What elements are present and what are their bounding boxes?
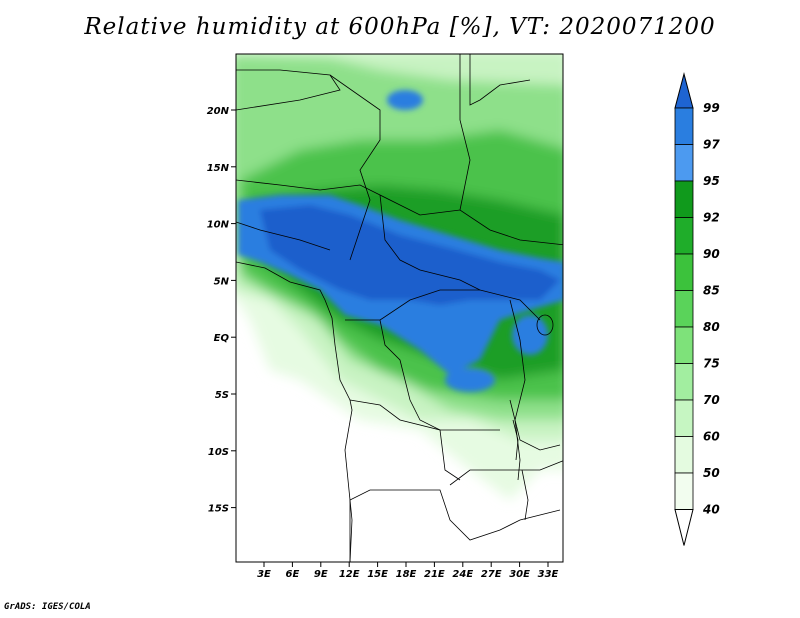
colorbar-segment	[674, 180, 694, 218]
colorbar-bottom-arrow	[674, 509, 694, 546]
lat-tick-label: EQ	[214, 333, 230, 344]
lat-tick-label: 10N	[207, 220, 230, 231]
colorbar-segment	[674, 399, 694, 437]
rh-95-blob-south	[445, 368, 495, 392]
colorbar-segment	[674, 326, 694, 364]
latitude-axis: 20N 15N 10N 5N EQ 5S 10S 15S	[207, 106, 236, 515]
lon-tick-label: 3E	[257, 569, 271, 580]
lon-tick-label: 18E	[396, 569, 417, 580]
colorbar-label: 97	[703, 138, 720, 152]
lon-tick-label: 30E	[509, 569, 530, 580]
lat-tick-label: 10S	[208, 447, 229, 458]
lat-tick-label: 15S	[208, 504, 229, 515]
rh-99-core	[260, 205, 560, 305]
map-title: Relative humidity at 600hPa [%], VT: 202…	[84, 14, 716, 40]
lon-tick-label: 15E	[367, 569, 388, 580]
lon-tick-label: 9E	[314, 569, 328, 580]
longitude-axis: 3E 6E 9E 12E 15E 18E 21E 24E 27E 30E 33E	[257, 562, 559, 580]
lon-tick-label: 21E	[424, 569, 445, 580]
colorbar-segment	[674, 217, 694, 255]
colorbar-label: 50	[703, 466, 720, 480]
colorbar-label: 92	[703, 211, 720, 225]
colorbar-label: 85	[703, 284, 720, 298]
rh-95-blob-north	[387, 90, 423, 110]
lon-tick-label: 24E	[452, 569, 473, 580]
colorbar-segment	[674, 144, 694, 182]
map-frame	[235, 53, 564, 563]
lat-tick-label: 15N	[207, 163, 230, 174]
credit-text: GrADS: IGES/COLA	[4, 602, 91, 612]
lon-tick-label: 27E	[481, 569, 502, 580]
colorbar-label: 90	[703, 247, 720, 261]
colorbar-label: 80	[703, 320, 720, 334]
lon-tick-label: 33E	[538, 569, 559, 580]
coastline	[236, 261, 353, 562]
border-north	[236, 69, 341, 111]
lat-tick-label: 5N	[214, 276, 230, 287]
lon-tick-label: 12E	[339, 569, 360, 580]
colorbar-label: 95	[703, 174, 720, 188]
lat-tick-label: 5S	[215, 390, 229, 401]
colorbar-segment	[674, 436, 694, 474]
colorbar-label: 60	[703, 430, 720, 444]
humidity-field	[236, 54, 563, 562]
colorbar-segment	[674, 290, 694, 328]
colorbar-label: 40	[702, 503, 720, 517]
lon-tick-label: 6E	[286, 569, 300, 580]
rh-95-blob-east	[512, 315, 548, 355]
colorbar-segment	[674, 363, 694, 401]
colorbar-label: 99	[703, 101, 720, 115]
country-borders	[236, 54, 563, 562]
lat-tick-label: 20N	[207, 106, 230, 117]
colorbar-segment	[674, 472, 694, 510]
colorbar-segment	[674, 253, 694, 291]
lakes	[512, 314, 554, 521]
colorbar-segment	[674, 107, 694, 145]
colorbar-label: 75	[703, 357, 720, 371]
colorbar: 99 97 95 92 90 85 80 75 70 60 50 40	[674, 72, 720, 546]
colorbar-label: 70	[703, 393, 720, 407]
colorbar-top-arrow	[674, 72, 694, 109]
